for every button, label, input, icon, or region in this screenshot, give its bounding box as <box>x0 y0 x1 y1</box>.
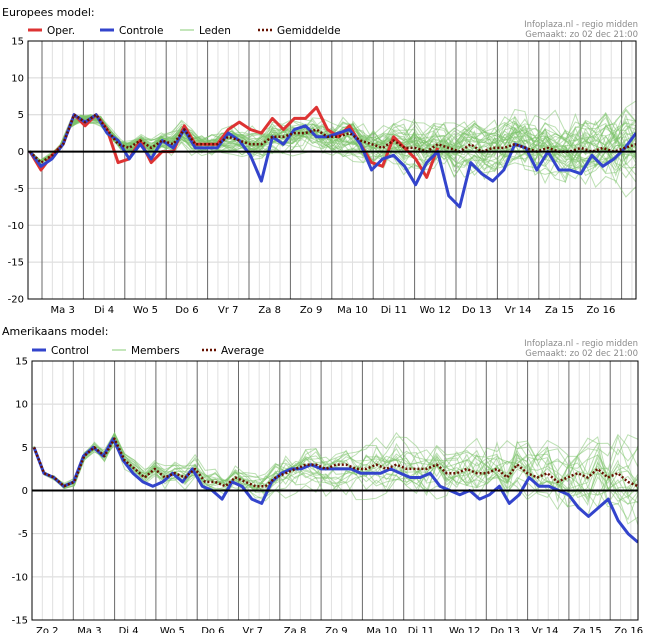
bottom-x-tick-label: Vr 14 <box>532 626 559 633</box>
bottom-x-tick-label: Za 8 <box>284 626 307 633</box>
bottom-x-tick-label: Ma 3 <box>77 626 101 633</box>
bottom-y-tick-label: 5 <box>22 443 28 454</box>
bottom-x-tick-label: Zo 16 <box>614 626 643 633</box>
top-x-tick-label: Za 15 <box>545 305 574 316</box>
top-x-tick-label: Zo 16 <box>586 305 615 316</box>
top-x-tick-label: Ma 3 <box>51 305 75 316</box>
top-y-tick-label: 10 <box>11 73 24 84</box>
top-x-tick-label: Di 4 <box>94 305 114 316</box>
top-x-tick-label: Do 13 <box>462 305 492 316</box>
bottom-y-tick-label: -15 <box>12 616 28 627</box>
bottom-member-line <box>33 431 638 511</box>
top-x-tick-label: Zo 9 <box>300 305 323 316</box>
top-legend-label: Gemiddelde <box>277 25 341 37</box>
top-member-line <box>29 115 636 162</box>
top-y-tick-label: 0 <box>18 147 24 158</box>
top-x-tick-label: Vr 14 <box>505 305 532 316</box>
bottom-legend-label: Control <box>51 345 89 357</box>
bottom-x-tick-label: Za 15 <box>573 626 602 633</box>
bottom-x-tick-label: Di 11 <box>408 626 434 633</box>
bottom-series-control <box>32 437 638 544</box>
bottom-x-tick-label: Di 4 <box>119 626 139 633</box>
top-x-tick-label: Vr 7 <box>218 305 239 316</box>
bottom-member-line <box>33 435 638 508</box>
bottom-series-average <box>32 437 638 488</box>
top-chart-credit-2: Gemaakt: zo 02 dec 21:00 <box>525 30 638 40</box>
bottom-chart-legend: Control Members Average <box>32 345 264 357</box>
top-chart-title: Europees model: <box>2 6 95 19</box>
bottom-y-tick-label: -10 <box>12 572 28 583</box>
bottom-chart-credit-1: Infoplaza.nl - regio midden <box>524 339 638 349</box>
bottom-y-tick-label: -5 <box>18 529 28 540</box>
top-chart-legend: Oper. Controle Leden Gemiddelde <box>28 25 341 37</box>
bottom-x-tick-label: Wo 12 <box>449 626 480 633</box>
top-legend-label: Controle <box>119 25 163 37</box>
bottom-chart-plot: 15 10 5 0 -5 -10 -15 Zo 2 Ma 3 Di 4 Wo 5 Do 6 Vr 7 Za… <box>12 357 643 633</box>
top-series-controle <box>28 113 636 209</box>
top-legend-label: Leden <box>199 25 231 37</box>
top-x-tick-label: Za 8 <box>258 305 281 316</box>
bottom-member-line <box>33 432 638 491</box>
bottom-member-line <box>33 434 638 504</box>
bottom-x-tick-label: Do 6 <box>201 626 224 633</box>
bottom-member-line <box>33 434 638 493</box>
bottom-y-tick-label: 10 <box>15 400 28 411</box>
top-y-tick-label: -20 <box>8 295 24 306</box>
top-legend-label: Oper. <box>47 25 75 37</box>
top-x-tick-label: Wo 5 <box>133 305 158 316</box>
bottom-legend-label: Average <box>221 345 264 357</box>
top-x-tick-label: Di 11 <box>381 305 407 316</box>
bottom-x-tick-label: Wo 5 <box>160 626 185 633</box>
bottom-member-line <box>33 432 638 499</box>
bottom-legend-label: Members <box>131 345 180 357</box>
bottom-x-tick-label: Zo 9 <box>325 626 348 633</box>
bottom-chart-title: Amerikaans model: <box>2 325 108 338</box>
top-chart-plot: 15 10 5 0 -5 -10 -15 -20 Ma 3 Di 4 Wo 5 Do 6 Vr 7 Za … <box>8 37 637 316</box>
top-y-tick-label: -15 <box>8 258 24 269</box>
top-y-tick-label: -5 <box>14 184 24 195</box>
top-x-tick-label: Wo 12 <box>420 305 451 316</box>
bottom-x-tick-label: Zo 2 <box>36 626 59 633</box>
top-member-line <box>29 118 636 173</box>
bottom-x-tick-label: Vr 7 <box>243 626 264 633</box>
bottom-x-tick-label: Ma 10 <box>366 626 397 633</box>
top-chart-credit-1: Infoplaza.nl - regio midden <box>524 20 638 30</box>
top-y-tick-label: -10 <box>8 221 24 232</box>
bottom-x-tick-label: Do 13 <box>490 626 520 633</box>
bottom-y-tick-label: 0 <box>22 486 28 497</box>
top-series-gemiddelde <box>29 113 636 164</box>
top-x-tick-label: Do 6 <box>175 305 198 316</box>
top-y-tick-label: 15 <box>11 37 24 48</box>
bottom-chart-credit-2: Gemaakt: zo 02 dec 21:00 <box>525 349 638 359</box>
bottom-y-tick-label: 15 <box>15 357 28 368</box>
top-x-tick-label: Ma 10 <box>337 305 368 316</box>
top-y-tick-label: 5 <box>18 110 24 121</box>
